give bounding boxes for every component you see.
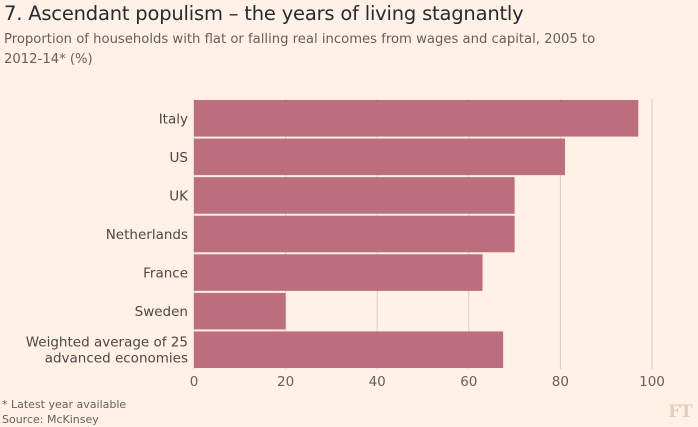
category-label-4: France bbox=[143, 266, 188, 282]
bar-3 bbox=[194, 215, 515, 253]
category-label-line: UK bbox=[169, 188, 189, 204]
x-axis-ticks: 0 20 40 60 80 100 bbox=[190, 374, 665, 390]
category-label-line: advanced economies bbox=[45, 351, 188, 367]
bar-5 bbox=[194, 292, 286, 330]
category-label-2: UK bbox=[169, 188, 189, 204]
bar-6 bbox=[194, 331, 504, 368]
x-tick-label-60: 60 bbox=[460, 374, 477, 390]
category-label-0: Italy bbox=[159, 111, 188, 127]
chart-title: 7. Ascendant populism – the years of liv… bbox=[4, 2, 524, 25]
category-labels: Italy US UK Netherlands France Sweden Weighted… bbox=[26, 111, 189, 366]
category-label-line: US bbox=[170, 150, 188, 166]
category-label-line: Netherlands bbox=[106, 227, 188, 243]
bars bbox=[194, 100, 639, 368]
x-tick-label-80: 80 bbox=[552, 374, 569, 390]
chart-subtitle: Proportion of households with flat or fa… bbox=[4, 32, 596, 67]
x-tick-label-100: 100 bbox=[639, 374, 665, 390]
x-tick-label-20: 20 bbox=[277, 374, 294, 390]
category-label-5: Sweden bbox=[135, 304, 188, 320]
category-label-1: US bbox=[170, 150, 188, 166]
category-label-line: France bbox=[143, 266, 188, 282]
category-label-6: Weighted average of 25 advanced economies bbox=[26, 335, 188, 367]
source-note: Source: McKinsey bbox=[2, 413, 99, 426]
bar-2 bbox=[194, 177, 515, 214]
bar-1 bbox=[194, 138, 565, 176]
bar-4 bbox=[194, 254, 483, 291]
x-tick-label-0: 0 bbox=[190, 374, 199, 390]
ft-logo: FT bbox=[668, 402, 692, 422]
x-tick-label-40: 40 bbox=[369, 374, 386, 390]
category-label-line: Sweden bbox=[135, 304, 188, 320]
category-label-line: Weighted average of 25 bbox=[26, 335, 188, 351]
footnote: * Latest year available bbox=[2, 398, 127, 411]
category-label-3: Netherlands bbox=[106, 227, 188, 243]
bar-0 bbox=[194, 100, 639, 137]
category-label-line: Italy bbox=[159, 111, 188, 127]
